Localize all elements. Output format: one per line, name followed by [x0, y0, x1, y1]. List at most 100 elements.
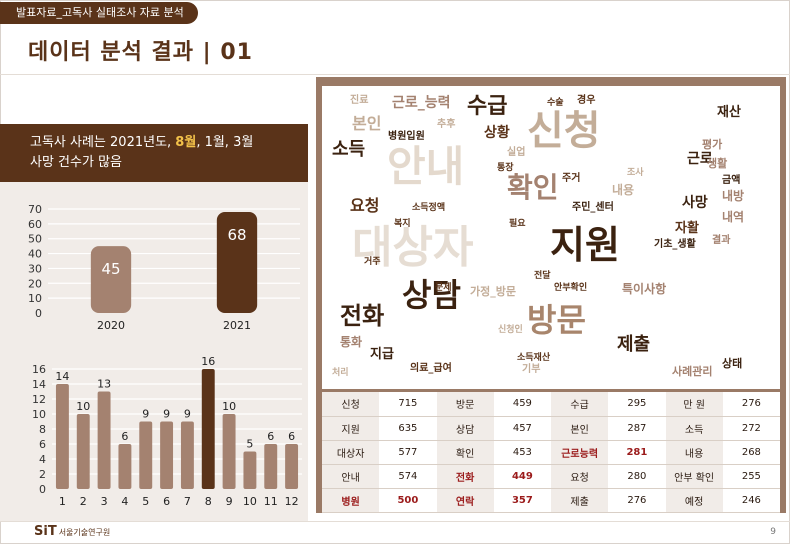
table-word: 신청 — [322, 392, 380, 417]
table-word: 안부 확인 — [665, 464, 723, 489]
bar — [97, 391, 111, 489]
cloud-word: 수술 — [547, 98, 564, 108]
table-row: 병원 500 연락 357 제출 276 예정 246 — [322, 488, 780, 513]
frequency-table: 신청 715 방문 459 수급 295 만 원 276 지원 635 상담 457 본인 287 소득 27… — [322, 392, 780, 513]
table-count: 280 — [608, 464, 666, 489]
cloud-word: 신청인 — [498, 325, 523, 335]
bar — [285, 444, 299, 489]
data-label: 10 — [222, 400, 236, 413]
x-tick-label: 12 — [285, 495, 299, 508]
cloud-word: 사망 — [682, 195, 708, 211]
y-tick-label: 12 — [32, 393, 46, 406]
bar — [243, 451, 257, 489]
table-word: 대상자 — [322, 440, 380, 465]
table-word: 안내 — [322, 464, 380, 489]
cloud-word: 실업 — [507, 147, 526, 158]
y-tick-label: 50 — [28, 233, 42, 246]
bar — [139, 421, 153, 489]
cloud-word: 병원입원 — [388, 131, 425, 142]
cloud-word: 방문 — [527, 301, 586, 339]
table-row: 신청 715 방문 459 수급 295 만 원 276 — [322, 392, 780, 417]
table-word: 제출 — [551, 488, 609, 513]
table-word: 확인 — [436, 440, 494, 465]
bar — [160, 421, 174, 489]
breadcrumb: 발표자료_고독사 실태조사 자료 분석 — [0, 2, 198, 24]
cloud-word: 통장 — [497, 163, 514, 173]
y-tick-label: 16 — [32, 363, 46, 376]
cloud-word: 경우 — [577, 95, 596, 106]
x-tick-label: 2021 — [223, 319, 251, 332]
cloud-word: 결과 — [712, 235, 731, 246]
cloud-word: 내역 — [722, 210, 745, 224]
page-title: 데이터 분석 결과 | 01 — [28, 40, 253, 65]
cloud-word: 제출 — [617, 334, 651, 355]
y-tick-label: 0 — [39, 483, 46, 496]
y-tick-label: 0 — [35, 307, 42, 320]
data-label: 6 — [121, 430, 128, 443]
x-tick-label: 1 — [59, 495, 66, 508]
data-label: 9 — [163, 408, 170, 421]
cloud-word: 조사 — [627, 168, 644, 178]
data-label: 6 — [267, 430, 274, 443]
footer-divider — [0, 521, 790, 522]
table-count: 459 — [493, 392, 551, 417]
table-count: 357 — [493, 488, 551, 513]
cloud-word: 금액 — [722, 175, 741, 186]
cloud-word: 안내 — [387, 142, 465, 191]
y-tick-label: 2 — [39, 468, 46, 481]
bar — [216, 211, 258, 313]
table-word: 전화 — [436, 464, 494, 489]
x-tick-label: 10 — [243, 495, 257, 508]
table-word: 요청 — [551, 464, 609, 489]
table-word: 상담 — [436, 416, 494, 441]
cloud-word: 소득정액 — [412, 203, 446, 213]
x-tick-label: 11 — [264, 495, 278, 508]
logo: SiT 서울기술연구원 — [34, 524, 110, 539]
cloud-word: 필요 — [509, 219, 526, 229]
cloud-word: 소득재산 — [517, 353, 551, 363]
x-tick-label: 3 — [101, 495, 108, 508]
cloud-word: 특이사항 — [622, 282, 667, 296]
bar — [90, 246, 132, 313]
cloud-word: 안부확인 — [554, 283, 588, 293]
logo-mark: SiT — [34, 524, 57, 539]
x-tick-label: 2020 — [97, 319, 125, 332]
cloud-word: 상황 — [484, 125, 510, 141]
data-label: 10 — [76, 400, 90, 413]
cloud-word: 주거 — [562, 173, 581, 184]
table-row: 지원 635 상담 457 본인 287 소득 272 — [322, 416, 780, 441]
x-tick-label: 8 — [205, 495, 212, 508]
table-count: 281 — [608, 440, 666, 465]
table-count: 276 — [722, 392, 780, 417]
cloud-word: 가정_방문 — [470, 285, 516, 298]
table-count: 272 — [722, 416, 780, 441]
cloud-word: 근로 — [687, 151, 713, 167]
bar — [222, 414, 236, 489]
cloud-word: 추후 — [437, 119, 456, 130]
cloud-word: 요청 — [350, 196, 380, 215]
cloud-word: 전화 — [340, 302, 385, 330]
y-tick-label: 30 — [28, 262, 42, 275]
data-label: 13 — [97, 378, 111, 391]
data-label: 45 — [101, 260, 120, 278]
data-label: 9 — [184, 408, 191, 421]
table-count: 276 — [608, 488, 666, 513]
y-tick-label: 60 — [28, 218, 42, 231]
x-tick-label: 6 — [163, 495, 170, 508]
cloud-word: 상태 — [722, 357, 743, 370]
cloud-word: 자활 — [675, 221, 699, 236]
table-word: 내용 — [665, 440, 723, 465]
table-word: 연락 — [436, 488, 494, 513]
cloud-word: 주민_센터 — [572, 202, 614, 213]
summary-box: 고독사 사례는 2021년도, 8월, 1월, 3월 사망 건수가 많음 — [0, 124, 308, 182]
cloud-word: 사례관리 — [672, 365, 713, 378]
table-count: 635 — [379, 416, 437, 441]
table-row: 안내 574 전화 449 요청 280 안부 확인 255 — [322, 464, 780, 489]
page-number: 9 — [770, 527, 776, 537]
cloud-word: 기초_생활 — [654, 239, 696, 250]
x-tick-label: 5 — [142, 495, 149, 508]
table-word: 만 원 — [665, 392, 723, 417]
data-label: 68 — [227, 226, 246, 244]
table-count: 457 — [493, 416, 551, 441]
